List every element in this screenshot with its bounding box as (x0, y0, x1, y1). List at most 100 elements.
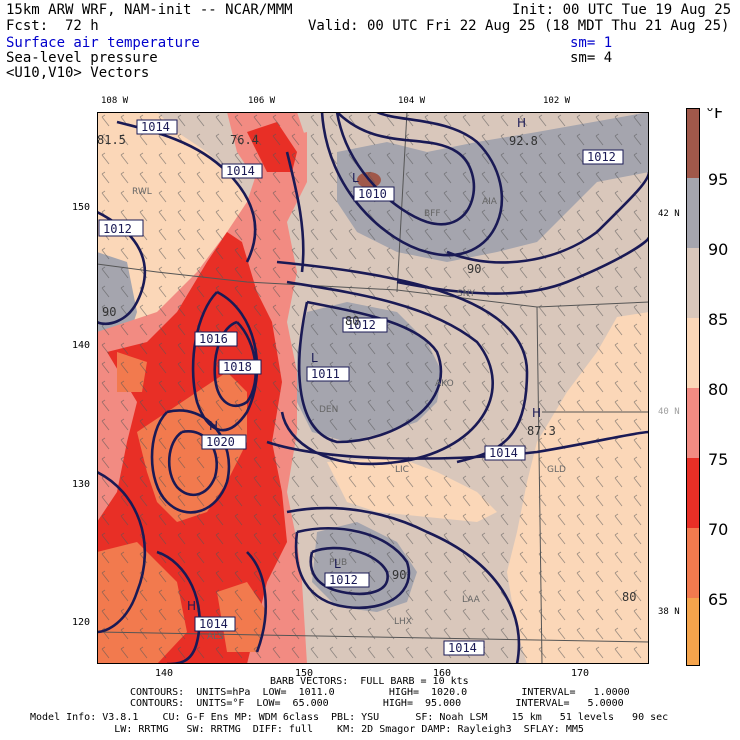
svg-text:1012: 1012 (103, 222, 132, 236)
isobar (446, 171, 649, 264)
station-label: PUB (329, 558, 347, 568)
weather-map: 1014 1014 1012 1010 1012 1016 1018 1011 … (97, 112, 649, 664)
temperature-contour-info: CONTOURS: UNITS=°F LOW= 65.000 HIGH= 95.… (130, 698, 624, 709)
isobar (280, 280, 494, 466)
grid-x-label: 140 (155, 668, 174, 679)
lon-label: 102 W (543, 96, 571, 106)
pressure-contour-info: CONTOURS: UNITS=hPa LOW= 1011.0 HIGH= 10… (130, 687, 630, 698)
high-low-mark: H (517, 116, 526, 130)
grid-y-label: 130 (72, 479, 91, 490)
lat-label: 42 N (658, 209, 680, 219)
svg-text:1014: 1014 (226, 164, 255, 178)
station-label: ALS (207, 632, 224, 642)
colorbar-band (686, 598, 700, 666)
svg-text:1014: 1014 (489, 446, 518, 460)
field-wind-vectors: <U10,V10> Vectors (6, 65, 150, 81)
colorbar-band (686, 108, 700, 178)
state-border (396, 112, 408, 293)
pressure-box: 1012 (582, 149, 624, 165)
colorbar-tick: 85 (708, 310, 728, 329)
lon-label: 108 W (101, 96, 129, 106)
isobar (294, 526, 411, 610)
pressure-box: 1014 (221, 163, 263, 179)
wind-barbs (97, 112, 649, 664)
smoothing-pressure: sm= 4 (570, 50, 613, 66)
svg-text:1014: 1014 (448, 641, 477, 655)
pressure-box: 1012 (342, 317, 388, 333)
high-low-mark: H (187, 599, 196, 613)
svg-text:1012: 1012 (587, 150, 616, 164)
lat-label: 40 N (658, 407, 680, 417)
svg-text:1010: 1010 (358, 187, 387, 201)
isobar (396, 236, 649, 295)
isobar (285, 151, 305, 273)
pressure-box: 1012 (98, 219, 144, 237)
pressure-box: 1014 (136, 119, 178, 135)
svg-text:1016: 1016 (199, 332, 228, 346)
grid-y-label: 150 (72, 202, 91, 213)
temp-label: 90 (392, 568, 406, 582)
lon-label: 104 W (398, 96, 426, 106)
temp-label: 90 (102, 305, 116, 319)
init-time: Init: 00 UTC Tue 19 Aug 25 (512, 2, 732, 18)
svg-text:1014: 1014 (141, 120, 170, 134)
smoothing-temperature: sm= 1 (570, 35, 613, 51)
station-label: RWL (132, 187, 152, 197)
field-pressure: Sea-level pressure (6, 50, 158, 66)
pressure-box: 1018 (218, 359, 262, 375)
svg-text:1012: 1012 (329, 573, 358, 587)
temp-label: 76.4 (230, 133, 259, 147)
station-label: AIA (482, 197, 498, 207)
temp-label: 81.5 (97, 133, 126, 147)
colorbar-tick: 95 (708, 170, 728, 189)
isobar (320, 112, 503, 257)
svg-text:1018: 1018 (223, 360, 252, 374)
forecast-hour: Fcst: 72 h (6, 18, 99, 34)
station-label: GLD (547, 465, 566, 475)
pressure-box: 1012 (324, 572, 370, 588)
temp-label: 80 (622, 590, 636, 604)
state-border (536, 306, 543, 664)
colorbar-tick: 70 (708, 520, 728, 539)
valid-time: Valid: 00 UTC Fri 22 Aug 25 (18 MDT Thu … (308, 18, 730, 34)
map-frame (97, 112, 649, 664)
model-info: Model Info: V3.8.1 CU: G-F Ens MP: WDM 6… (30, 712, 669, 723)
isobar (309, 546, 389, 596)
station-label: BFF (424, 209, 441, 219)
isobar (246, 551, 267, 653)
temp-label: 80 (345, 314, 359, 328)
pressure-box: 1014 (484, 445, 526, 461)
temp-label: 87.3 (527, 424, 556, 438)
colorbar-band (686, 248, 700, 318)
pressure-box: 1014 (443, 640, 485, 656)
high-low-mark: L (334, 557, 341, 571)
grid-x-label: 150 (295, 668, 314, 679)
high-low-mark: H (532, 406, 541, 420)
grid-y-label: 120 (72, 617, 91, 628)
colorbar-band (686, 318, 700, 388)
station-label: DEN (319, 405, 338, 415)
colorbar-band (686, 458, 700, 528)
grid-x-label: 170 (571, 668, 590, 679)
station-label: LAA (462, 595, 481, 605)
high-low-mark: H (209, 419, 218, 433)
lon-label: 106 W (248, 96, 276, 106)
colorbar-unit: °F (706, 108, 723, 122)
colorbar-tick: 65 (708, 590, 728, 609)
station-label: SNY (457, 289, 475, 299)
isobar (156, 550, 201, 664)
pressure-box: 1014 (194, 616, 236, 632)
isobar (97, 470, 147, 634)
lat-label: 38 N (658, 607, 680, 617)
field-temperature: Surface air temperature (6, 35, 200, 51)
colorbar-band (686, 528, 700, 598)
state-border (97, 631, 649, 643)
colorbar-tick: 80 (708, 380, 728, 399)
svg-text:1011: 1011 (311, 367, 340, 381)
isobar (150, 409, 231, 514)
high-low-mark: L (311, 351, 318, 365)
svg-text:1020: 1020 (206, 435, 235, 449)
grid-y-label: 140 (72, 340, 91, 351)
svg-text:1012: 1012 (347, 318, 376, 332)
colorbar-band (686, 388, 700, 458)
